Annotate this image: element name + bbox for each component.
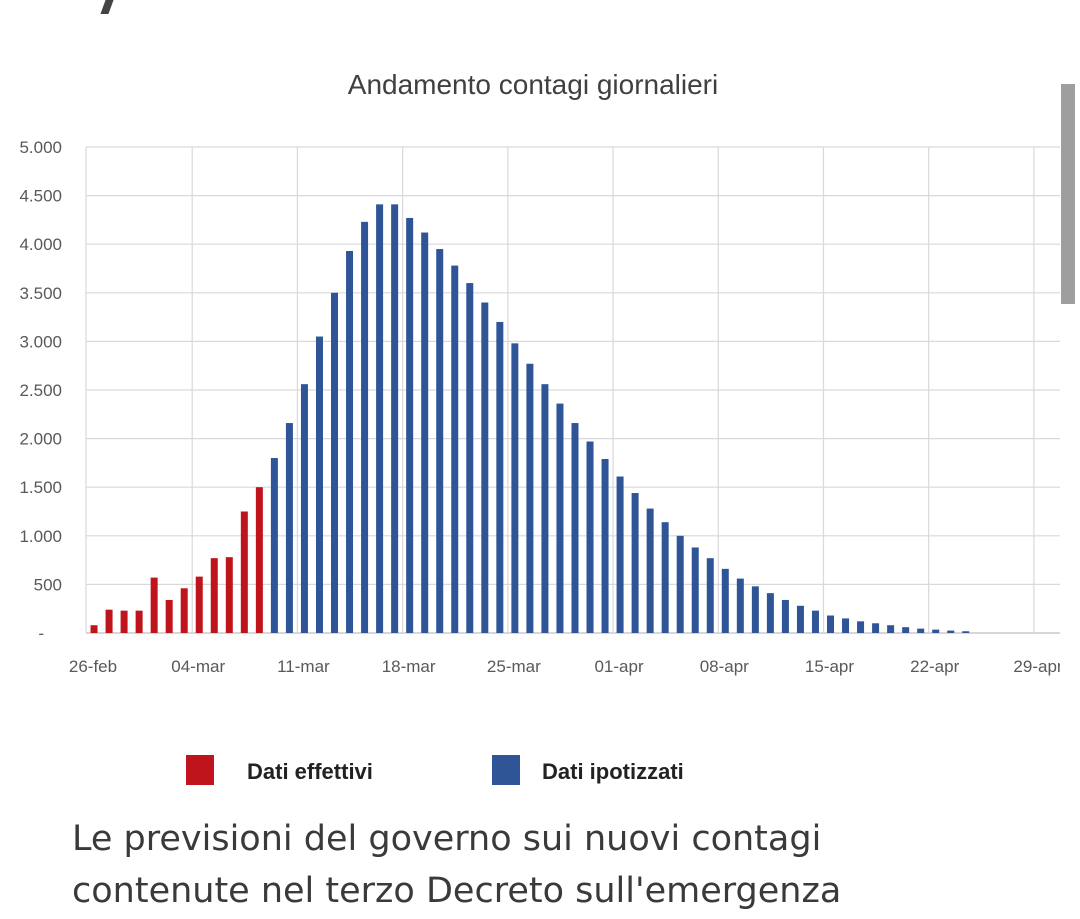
bar-dati-ipotizzati [811,610,819,633]
bar-dati-effettivi [90,625,98,633]
bar-dati-ipotizzati [285,423,293,633]
bar-dati-effettivi [150,577,158,633]
caption-line-1: Le previsioni del governo sui nuovi cont… [72,819,822,859]
x-tick-label: 11-mar [277,657,330,676]
y-tick-label: 3.000 [19,332,62,351]
y-tick-label: 1.500 [19,478,62,497]
bar-dati-ipotizzati [796,605,804,633]
bar-dati-ipotizzati [270,458,278,633]
x-tick-label: 08-apr [700,657,749,676]
bar-dati-effettivi [255,487,263,633]
article-caption: Le previsioni del governo sui nuovi cont… [72,813,1032,917]
x-tick-label: 26-feb [69,657,117,676]
y-tick-label: - [38,624,44,643]
bar-dati-ipotizzati [541,384,549,633]
bar-dati-ipotizzati [857,621,865,633]
chart-bars [90,204,970,633]
y-tick-label: 3.500 [19,284,62,303]
bar-dati-ipotizzati [300,384,308,633]
bar-dati-ipotizzati [346,251,354,633]
bar-dati-ipotizzati [481,302,489,633]
y-axis-ticks: 5.000 4.500 4.000 3.500 3.000 2.500 2.000 1.500… [19,138,62,643]
bar-dati-ipotizzati [631,493,639,633]
bar-dati-effettivi [165,599,173,633]
bar-dati-ipotizzati [781,599,789,633]
bar-dati-ipotizzati [436,249,444,633]
bar-dati-ipotizzati [947,630,955,633]
y-tick-label: 2.000 [19,430,62,449]
bar-dati-ipotizzati [451,265,459,633]
bar-dati-effettivi [210,558,218,633]
bar-dati-ipotizzati [721,568,729,633]
legend-label-dati-effettivi: Dati effettivi [247,759,373,784]
bar-dati-ipotizzati [646,508,654,633]
bar-dati-ipotizzati [526,363,534,633]
bar-dati-ipotizzati [902,627,910,633]
bar-dati-ipotizzati [842,618,850,633]
x-tick-label: 01-apr [594,657,643,676]
y-tick-label: 2.500 [19,381,62,400]
y-tick-label: 5.000 [19,138,62,157]
bar-dati-effettivi [180,588,188,633]
bar-dati-effettivi [195,576,203,633]
bar-dati-ipotizzati [887,625,895,633]
bar-dati-ipotizzati [706,558,714,633]
x-axis-ticks: 26-feb 04-mar 11-mar 18-mar 25-mar 01-apr 08-a… [69,657,1060,676]
bar-dati-ipotizzati [556,403,564,633]
bar-dati-ipotizzati [736,578,744,633]
bar-chart: Andamento contagi giornalieri 5.000 4.500… [19,69,1060,785]
bar-dati-ipotizzati [932,629,940,633]
x-tick-label: 18-mar [382,657,436,676]
chart-grid [85,146,1060,634]
bar-dati-effettivi [105,609,113,633]
y-tick-label: 4.000 [19,235,62,254]
bar-dati-ipotizzati [616,476,624,633]
x-tick-label: 15-apr [805,657,854,676]
x-tick-label: 29-apr [1013,657,1060,676]
legend-swatch-dati-effettivi [186,755,214,785]
bar-dati-ipotizzati [751,586,759,633]
x-tick-label: 25-mar [487,657,541,676]
bar-dati-ipotizzati [331,292,339,633]
legend-swatch-dati-ipotizzati [492,755,520,785]
bar-dati-ipotizzati [766,593,774,633]
chart-title: Andamento contagi giornalieri [348,69,718,100]
bar-dati-ipotizzati [601,459,609,633]
chart-legend: Dati effettivi Dati ipotizzati [186,755,684,785]
y-tick-label: 500 [34,575,62,594]
bar-dati-ipotizzati [827,615,834,633]
bar-dati-ipotizzati [872,623,880,633]
bar-dati-ipotizzati [391,204,399,633]
y-tick-label: 1.000 [19,527,62,546]
bar-dati-ipotizzati [421,232,429,633]
bar-dati-ipotizzati [917,628,925,633]
bar-dati-ipotizzati [511,343,519,633]
bar-dati-ipotizzati [361,221,369,633]
bar-dati-effettivi [120,610,128,633]
caption-line-2: contenute nel terzo Decreto sull'emergen… [72,871,842,911]
bar-dati-ipotizzati [571,423,579,633]
bar-dati-ipotizzati [661,522,669,633]
bar-dati-ipotizzati [586,441,594,633]
bar-dati-effettivi [240,511,248,633]
bar-dati-ipotizzati [691,547,699,633]
bar-dati-effettivi [225,557,233,633]
bar-dati-effettivi [135,610,143,633]
x-tick-label: 22-apr [910,657,959,676]
bar-dati-ipotizzati [496,321,504,633]
x-tick-label: 04-mar [171,657,225,676]
bar-dati-ipotizzati [962,631,970,633]
bar-dati-ipotizzati [376,204,384,633]
scrollbar-thumb[interactable] [1061,84,1075,304]
y-tick-label: 4.500 [19,187,62,206]
bar-dati-ipotizzati [406,217,414,633]
bar-dati-ipotizzati [466,283,474,633]
bar-dati-ipotizzati [315,336,323,633]
legend-label-dati-ipotizzati: Dati ipotizzati [542,759,684,784]
bar-dati-ipotizzati [676,535,684,633]
